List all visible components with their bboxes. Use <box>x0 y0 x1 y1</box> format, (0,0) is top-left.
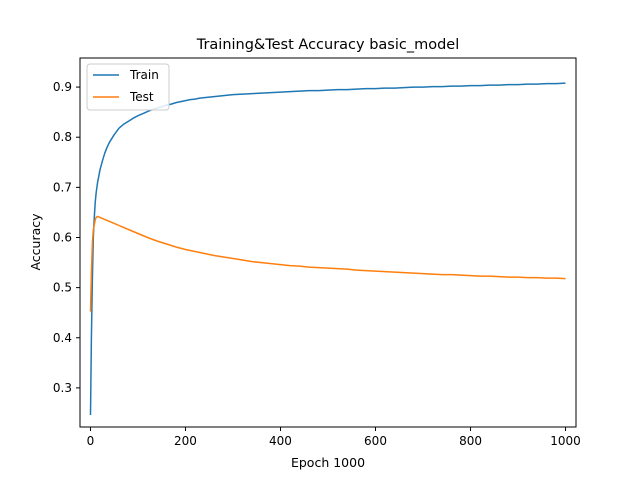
x-tick-label: 800 <box>459 434 482 448</box>
legend: Train Test <box>86 63 170 111</box>
x-axis-ticks: 0 200 400 600 800 1000 <box>87 427 581 448</box>
y-tick-label: 0.8 <box>53 130 72 144</box>
y-tick-label: 0.7 <box>53 180 72 194</box>
chart-title: Training&Test Accuracy basic_model <box>196 37 460 53</box>
series-line-train <box>89 82 566 416</box>
legend-label-train: Train <box>129 68 159 82</box>
plot-frame <box>79 57 577 428</box>
y-axis-ticks: 0.3 0.4 0.5 0.6 0.7 0.8 0.9 <box>53 80 80 395</box>
x-tick-label: 1000 <box>550 434 581 448</box>
plot-lines <box>89 82 566 416</box>
x-tick-label: 600 <box>364 434 387 448</box>
y-axis-label: Accuracy <box>28 213 43 271</box>
x-tick-label: 0 <box>87 434 95 448</box>
y-tick-label: 0.9 <box>53 80 72 94</box>
series-line-test <box>89 215 566 312</box>
y-tick-label: 0.4 <box>53 331 72 345</box>
x-axis-label: Epoch 1000 <box>291 455 365 470</box>
y-tick-label: 0.5 <box>53 281 72 295</box>
legend-label-test: Test <box>129 90 154 104</box>
y-tick-label: 0.6 <box>53 230 72 244</box>
y-tick-label: 0.3 <box>53 381 72 395</box>
x-tick-label: 200 <box>174 434 197 448</box>
x-tick-label: 400 <box>269 434 292 448</box>
